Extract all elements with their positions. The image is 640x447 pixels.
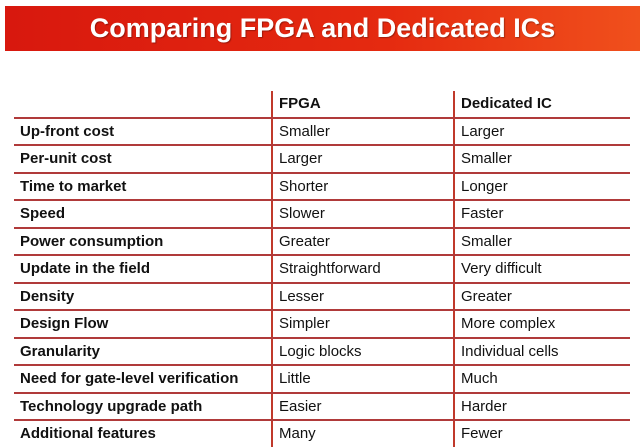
table-cell: Logic blocks (271, 337, 454, 366)
table-cell: Faster (453, 200, 630, 229)
table-row: Additional features Many Fewer (14, 420, 630, 447)
table-header-row: FPGA Dedicated IC (14, 91, 630, 119)
row-label: Need for gate-level verification (14, 365, 272, 394)
table-cell: Straightforward (271, 255, 454, 284)
table-cell: Slower (271, 200, 454, 229)
row-label: Technology upgrade path (14, 392, 272, 421)
table-row: Need for gate-level verification Little Mu… (14, 365, 630, 394)
table-row: Up-front cost Smaller Larger (14, 117, 630, 146)
table-cell: Greater (271, 227, 454, 256)
row-label: Speed (14, 200, 272, 229)
table-cell: Individual cells (453, 337, 630, 366)
table-cell: Smaller (453, 145, 630, 174)
table-cell: Larger (271, 145, 454, 174)
table-cell: Smaller (453, 227, 630, 256)
table-cell: Easier (271, 392, 454, 421)
row-label: Up-front cost (14, 117, 272, 146)
table-row: Time to market Shorter Longer (14, 172, 630, 201)
table-cell: Larger (453, 117, 630, 146)
table-cell: Simpler (271, 310, 454, 339)
table-row: Design Flow Simpler More complex (14, 310, 630, 339)
table-cell: Little (271, 365, 454, 394)
header-cell: FPGA (271, 91, 454, 119)
table-cell: Longer (453, 172, 630, 201)
row-label: Density (14, 282, 272, 311)
row-label: Additional features (20, 425, 156, 443)
table-cell: Much (453, 365, 630, 394)
table-row: Update in the field Straightforward Very d… (14, 255, 630, 284)
table-cell: Greater (453, 282, 630, 311)
table-cell: Many (271, 420, 454, 447)
title-banner: Comparing FPGA and Dedicated ICs (5, 6, 640, 51)
header-cell (14, 91, 272, 119)
table-cell: More complex (453, 310, 630, 339)
table-row: Technology upgrade path Easier Harder (14, 392, 630, 421)
table-cell: Lesser (271, 282, 454, 311)
row-label: Power consumption (14, 227, 272, 256)
table-row: Density Lesser Greater (14, 282, 630, 311)
table-row: Granularity Logic blocks Individual cells (14, 337, 630, 366)
row-label: Granularity (14, 337, 272, 366)
comparison-table: FPGA Dedicated IC Up-front cost Smaller La… (14, 91, 630, 447)
table-row: Speed Slower Faster (14, 200, 630, 229)
table-row: Power consumption Greater Smaller (14, 227, 630, 256)
table-cell: Very difficult (453, 255, 630, 284)
row-label: Time to market (14, 172, 272, 201)
table-cell: Fewer (453, 420, 630, 447)
slide-title: Comparing FPGA and Dedicated ICs (89, 13, 556, 43)
row-label: Design Flow (14, 310, 272, 339)
header-cell: Dedicated IC (453, 91, 630, 119)
table-cell: Smaller (271, 117, 454, 146)
row-label: Per-unit cost (14, 145, 272, 174)
table-row: Per-unit cost Larger Smaller (14, 145, 630, 174)
table-cell: Harder (453, 392, 630, 421)
table-cell: Shorter (271, 172, 454, 201)
row-label: Update in the field (14, 255, 272, 284)
